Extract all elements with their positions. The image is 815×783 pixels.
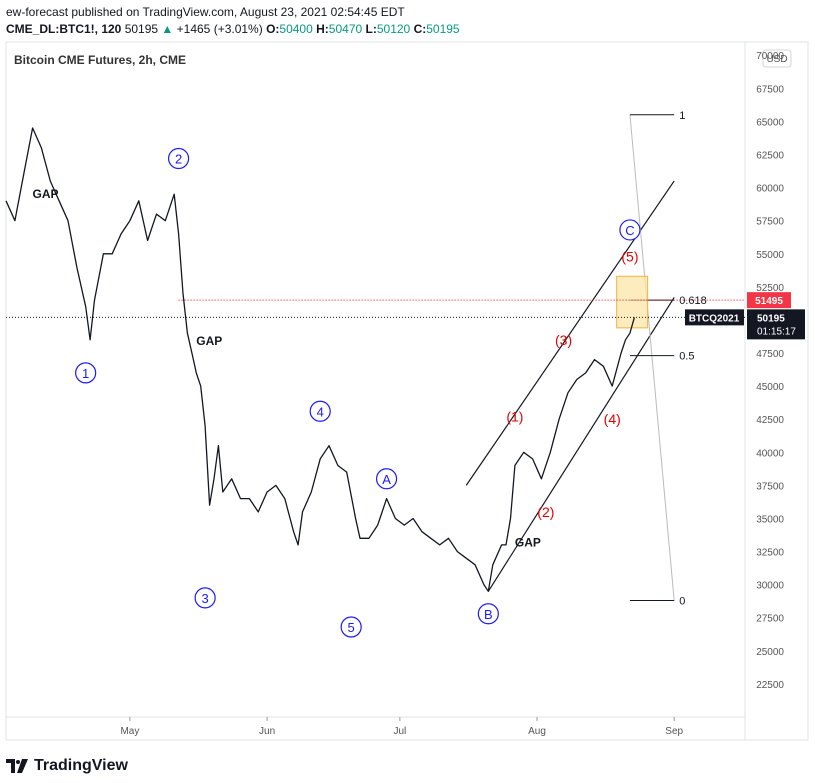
close-label: C: [413, 22, 427, 36]
wave-labels: 1 2 3 4 5 A B C (1) (2) (3) (4) (5) GAP GAP GAP [33, 147, 641, 638]
y-tick-label: 62500 [756, 151, 784, 162]
x-tick-label: May [120, 726, 139, 737]
chart-frame [5, 41, 809, 741]
wave-circle [375, 468, 398, 490]
x-tick-label: Aug [528, 726, 546, 737]
symbol-tag [685, 309, 744, 326]
wave-circle [194, 587, 216, 609]
x-tick-label: Jun [259, 726, 275, 737]
wave-circle [167, 147, 190, 170]
level-price-label: 51495 [755, 296, 783, 307]
time-axis[interactable]: May Jun Jul Aug Sep [120, 717, 684, 737]
tradingview-logo-icon [6, 759, 28, 773]
x-tick-label: Sep [665, 726, 683, 737]
fib-level-label: 1 [679, 110, 685, 122]
y-tick-label: 40000 [756, 448, 784, 459]
currency-button[interactable]: USD [762, 49, 792, 68]
fib-level-label: 0.618 [679, 295, 707, 307]
fib-trendline [629, 114, 675, 601]
change-value: +1465 (+3.01%) [176, 22, 263, 36]
bar-countdown-label: 01:15:17 [757, 326, 796, 337]
y-tick-label: 55000 [756, 250, 784, 261]
price-axis[interactable]: 22500 25000 27500 30000 32500 35000 37500 40000… [756, 51, 784, 691]
gap-annotation: GAP [33, 187, 59, 201]
wave-label: 4 [317, 404, 324, 419]
y-tick-label: 52500 [756, 283, 784, 294]
wave-label: (2) [537, 504, 554, 520]
currency-label: USD [766, 54, 787, 65]
y-tick-label: 65000 [756, 117, 784, 128]
y-tick-label: 45000 [756, 382, 784, 393]
low-value: 50120 [376, 22, 411, 36]
x-tick-label: Jul [393, 726, 406, 737]
target-zone-box [616, 275, 649, 329]
wave-label: 2 [175, 151, 182, 166]
wave-label: A [382, 472, 391, 487]
y-tick-label: 22500 [756, 680, 784, 691]
tradingview-footer: TradingView [6, 757, 128, 775]
last-price-label: 50195 [757, 313, 785, 324]
y-tick-label: 35000 [756, 514, 784, 525]
low-label: L: [365, 22, 377, 36]
wave-circle [619, 219, 641, 241]
symbol-line: CME_DL:BTC1!, 120 50195 ▲ +1465 (+3.01%)… [6, 21, 460, 38]
wave-circle [75, 362, 97, 384]
wave-circle [309, 400, 331, 422]
gap-annotation: GAP [196, 334, 222, 348]
y-tick-label: 32500 [756, 548, 784, 559]
price-series [5, 127, 636, 592]
symbol-tag-label: BTCQ2021 [689, 313, 740, 324]
y-tick-label: 30000 [756, 581, 784, 592]
y-tick-label: 47500 [756, 349, 784, 360]
wave-label: (1) [506, 409, 523, 425]
y-tick-label: 67500 [756, 84, 784, 95]
high-value: 50470 [328, 22, 363, 36]
y-tick-label: 70000 [756, 51, 784, 62]
fib-level-label: 0 [679, 596, 685, 608]
y-tick-label: 42500 [756, 415, 784, 426]
chart-title: Bitcoin CME Futures, 2h, CME [14, 53, 186, 67]
level-price-tag [747, 292, 791, 309]
analysis-drawings: 1 0.618 0.5 0 [6, 110, 745, 608]
wave-circle [477, 603, 499, 625]
price-tags: 51495 50195 01:15:17 BTCQ2021 [685, 292, 805, 340]
wave-label: 3 [202, 591, 209, 606]
open-label: O: [266, 22, 280, 36]
fib-level-label: 0.5 [679, 351, 694, 363]
up-arrow-icon: ▲ [161, 22, 174, 36]
y-tick-label: 27500 [756, 614, 784, 625]
brand-name: TradingView [34, 757, 128, 774]
gap-annotation: GAP [515, 535, 541, 549]
wave-label: 5 [348, 620, 355, 635]
wave-label: C [625, 223, 634, 238]
wave-circle [340, 616, 362, 638]
chart-header: ew-forecast published on TradingView.com… [6, 4, 460, 38]
wave-label: (3) [555, 332, 572, 348]
y-tick-label: 57500 [756, 217, 784, 228]
high-label: H: [316, 22, 329, 36]
symbol[interactable]: CME_DL:BTC1!, 120 [6, 22, 122, 36]
published-line: ew-forecast published on TradingView.com… [6, 5, 405, 19]
close-value: 50195 [426, 22, 460, 36]
last-value: 50195 [124, 22, 159, 36]
price-line [5, 127, 636, 592]
open-value: 50400 [279, 22, 313, 36]
wave-label: B [484, 607, 493, 622]
channel-lower-line [487, 297, 675, 592]
y-tick-label: 37500 [756, 481, 784, 492]
y-tick-label: 25000 [756, 647, 784, 658]
wave-label: 1 [82, 366, 89, 381]
wave-label: (4) [604, 411, 621, 427]
wave-label: (5) [621, 248, 638, 264]
last-price-tag [747, 309, 805, 340]
y-tick-label: 60000 [756, 184, 784, 195]
